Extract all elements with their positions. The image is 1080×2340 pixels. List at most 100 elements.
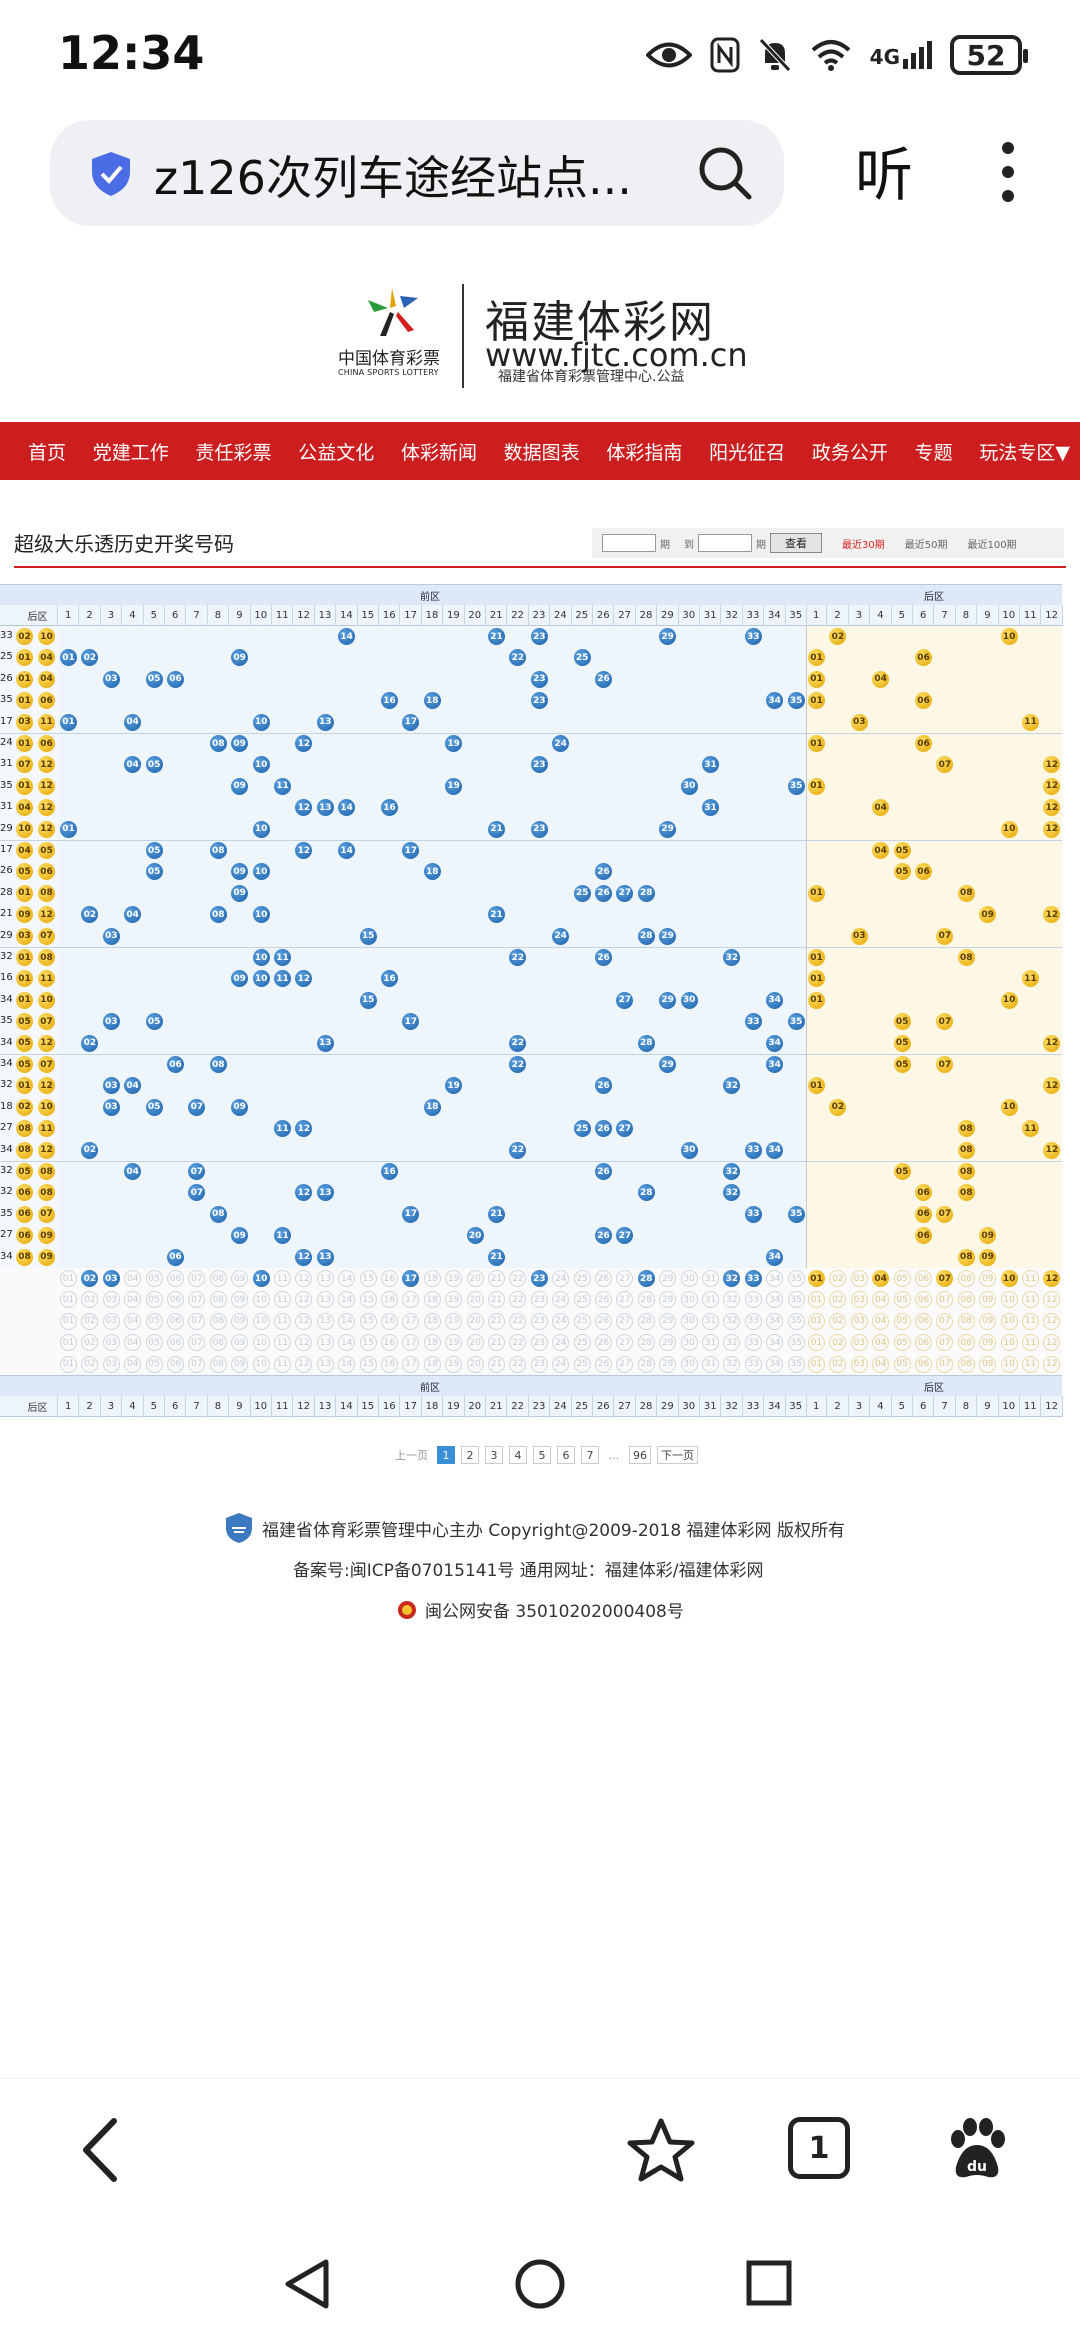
pick-back-ball[interactable]: 04 <box>872 1312 890 1330</box>
pick-front-ball[interactable]: 04 <box>124 1312 142 1330</box>
pick-front-ball[interactable]: 11 <box>274 1291 291 1309</box>
pick-front-ball[interactable]: 33 <box>744 1334 762 1352</box>
pick-front-ball[interactable]: 24 <box>552 1291 570 1309</box>
pick-front-ball[interactable]: 26 <box>595 1291 612 1309</box>
pick-front-ball[interactable]: 08 <box>209 1355 227 1373</box>
pick-front-ball[interactable]: 03 <box>102 1355 120 1373</box>
pick-back-ball[interactable]: 10 <box>1000 1291 1018 1309</box>
pick-front-ball[interactable]: 27 <box>616 1312 634 1330</box>
pick-front-ball[interactable]: 09 <box>231 1270 249 1287</box>
pick-front-ball[interactable]: 20 <box>466 1270 484 1287</box>
pick-front-ball[interactable]: 02 <box>81 1270 99 1287</box>
system-home-icon[interactable] <box>514 2258 566 2310</box>
system-recents-icon[interactable] <box>746 2260 792 2306</box>
pick-front-ball[interactable]: 02 <box>81 1334 99 1352</box>
pick-back-ball[interactable]: 09 <box>979 1291 997 1309</box>
pick-front-ball[interactable]: 07 <box>188 1270 206 1287</box>
pick-front-ball[interactable]: 02 <box>81 1291 99 1309</box>
pick-back-ball[interactable]: 12 <box>1043 1291 1061 1309</box>
pick-back-ball[interactable]: 07 <box>936 1270 954 1287</box>
pick-front-ball[interactable]: 28 <box>637 1355 655 1373</box>
pick-front-ball[interactable]: 24 <box>552 1312 570 1330</box>
pick-front-ball[interactable]: 01 <box>60 1270 77 1287</box>
pick-front-ball[interactable]: 04 <box>124 1291 142 1309</box>
pick-front-ball[interactable]: 14 <box>338 1355 356 1373</box>
nav-data-charts[interactable]: 数据图表 <box>503 441 580 464</box>
nav-party[interactable]: 党建工作 <box>92 441 169 464</box>
pick-front-ball[interactable]: 35 <box>787 1270 805 1287</box>
pick-front-ball[interactable]: 20 <box>466 1355 484 1373</box>
pick-front-ball[interactable]: 05 <box>145 1291 163 1309</box>
pick-back-ball[interactable]: 10 <box>1000 1312 1018 1330</box>
pick-front-ball[interactable]: 23 <box>530 1355 548 1373</box>
pick-front-ball[interactable]: 06 <box>167 1334 184 1352</box>
pick-front-ball[interactable]: 28 <box>637 1334 655 1352</box>
pick-front-ball[interactable]: 33 <box>744 1355 762 1373</box>
pick-back-ball[interactable]: 12 <box>1043 1334 1061 1352</box>
pick-front-ball[interactable]: 11 <box>274 1270 291 1287</box>
pick-front-ball[interactable]: 09 <box>231 1312 249 1330</box>
pick-front-ball[interactable]: 30 <box>680 1291 698 1309</box>
pick-front-ball[interactable]: 31 <box>702 1270 719 1287</box>
pick-front-ball[interactable]: 15 <box>359 1334 377 1352</box>
pick-front-ball[interactable]: 21 <box>488 1334 505 1352</box>
page-7[interactable]: 7 <box>581 1446 599 1464</box>
pick-front-ball[interactable]: 12 <box>295 1291 313 1309</box>
pick-back-ball[interactable]: 06 <box>915 1270 932 1287</box>
pick-back-ball[interactable]: 12 <box>1043 1355 1061 1373</box>
pick-back-ball[interactable]: 03 <box>850 1270 868 1287</box>
pick-front-ball[interactable]: 31 <box>702 1291 719 1309</box>
nav-recruit[interactable]: 阳光征召 <box>709 441 786 464</box>
pick-front-ball[interactable]: 05 <box>145 1312 163 1330</box>
pick-front-ball[interactable]: 16 <box>381 1291 398 1309</box>
pick-front-ball[interactable]: 21 <box>488 1312 505 1330</box>
pick-front-ball[interactable]: 03 <box>102 1334 120 1352</box>
end-period-input[interactable] <box>698 534 752 552</box>
pick-front-ball[interactable]: 13 <box>316 1334 334 1352</box>
pick-front-ball[interactable]: 24 <box>552 1270 570 1287</box>
recent-30-link[interactable]: 最近30期 <box>842 539 885 551</box>
pick-front-ball[interactable]: 02 <box>81 1312 99 1330</box>
pick-front-ball[interactable]: 15 <box>359 1270 377 1287</box>
listen-button[interactable]: 听 <box>855 141 914 209</box>
pick-front-ball[interactable]: 21 <box>488 1291 505 1309</box>
pick-front-ball[interactable]: 25 <box>573 1270 591 1287</box>
pick-front-ball[interactable]: 34 <box>766 1334 784 1352</box>
pick-back-ball[interactable]: 08 <box>957 1334 975 1352</box>
pick-front-ball[interactable]: 19 <box>445 1291 463 1309</box>
pick-back-ball[interactable]: 04 <box>872 1334 890 1352</box>
pick-back-ball[interactable]: 08 <box>957 1312 975 1330</box>
pick-back-ball[interactable]: 12 <box>1043 1312 1061 1330</box>
pick-back-ball[interactable]: 02 <box>829 1355 847 1373</box>
page-6[interactable]: 6 <box>557 1446 575 1464</box>
pick-front-ball[interactable]: 29 <box>659 1291 677 1309</box>
pick-front-ball[interactable]: 26 <box>595 1334 612 1352</box>
pick-front-ball[interactable]: 09 <box>231 1291 249 1309</box>
pick-front-ball[interactable]: 19 <box>445 1270 463 1287</box>
pick-back-ball[interactable]: 02 <box>829 1270 847 1287</box>
pick-front-ball[interactable]: 10 <box>252 1355 270 1373</box>
page-2[interactable]: 2 <box>461 1446 479 1464</box>
pick-front-ball[interactable]: 21 <box>488 1270 505 1287</box>
pick-back-ball[interactable]: 11 <box>1022 1312 1039 1330</box>
nav-guide[interactable]: 体彩指南 <box>606 441 683 464</box>
pick-front-ball[interactable]: 03 <box>102 1270 120 1287</box>
pick-front-ball[interactable]: 26 <box>595 1270 612 1287</box>
nav-home[interactable]: 首页 <box>28 441 67 464</box>
pick-front-ball[interactable]: 02 <box>81 1355 99 1373</box>
pick-back-ball[interactable]: 02 <box>829 1312 847 1330</box>
nav-games[interactable]: 玩法专区▼ <box>979 441 1070 464</box>
pick-front-ball[interactable]: 23 <box>530 1270 548 1287</box>
pick-front-ball[interactable]: 19 <box>445 1355 463 1373</box>
pick-front-ball[interactable]: 11 <box>274 1355 291 1373</box>
pick-front-ball[interactable]: 28 <box>637 1312 655 1330</box>
pick-front-ball[interactable]: 04 <box>124 1270 142 1287</box>
pick-front-ball[interactable]: 12 <box>295 1312 313 1330</box>
pick-front-ball[interactable]: 15 <box>359 1291 377 1309</box>
pick-front-ball[interactable]: 07 <box>188 1355 206 1373</box>
pick-front-ball[interactable]: 09 <box>231 1355 249 1373</box>
pick-front-ball[interactable]: 21 <box>488 1355 505 1373</box>
pick-front-ball[interactable]: 34 <box>766 1270 784 1287</box>
pick-front-ball[interactable]: 35 <box>787 1355 805 1373</box>
pick-front-ball[interactable]: 18 <box>423 1334 441 1352</box>
